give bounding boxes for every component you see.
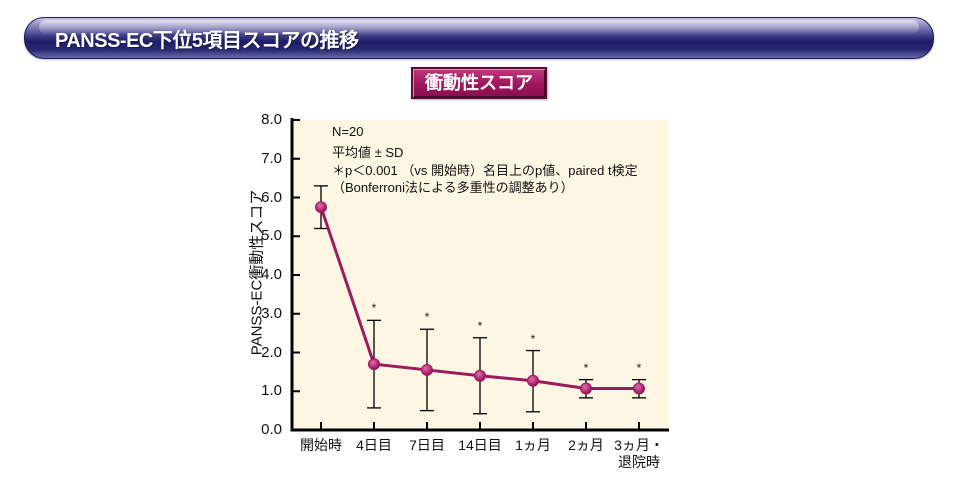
- y-tick-label: 3.0: [261, 304, 282, 322]
- annotation-mean-sd: 平均値 ± SD: [332, 145, 404, 160]
- y-axis-label: PANSS-EC衝動性スコア: [248, 189, 266, 356]
- title-bar-gloss: [39, 20, 919, 34]
- x-tick-label: 2ヵ月: [568, 437, 604, 453]
- x-tick-label: 3ヵ月・ 退院時: [614, 437, 664, 470]
- title-bar: PANSS-EC下位5項目スコアの推移: [24, 17, 934, 59]
- y-tick-label: 0.0: [261, 421, 282, 438]
- x-tick-label: 4日目: [356, 437, 392, 453]
- data-point-marker: [368, 358, 380, 371]
- data-point-marker: [633, 382, 645, 395]
- data-point-marker: [527, 374, 539, 387]
- significance-star: *: [530, 331, 536, 346]
- chart-subtitle-badge: 衝動性スコア: [411, 67, 547, 99]
- significance-star: *: [371, 301, 377, 316]
- significance-star: *: [636, 360, 642, 375]
- data-point-marker: [580, 382, 592, 395]
- data-point-marker: [474, 369, 486, 382]
- y-tick-label: 6.0: [261, 188, 282, 206]
- data-point-marker: [421, 363, 433, 376]
- page-title: PANSS-EC下位5項目スコアの推移: [55, 30, 359, 52]
- x-tick-label: 7日目: [409, 437, 445, 453]
- y-tick-label: 2.0: [261, 343, 282, 361]
- x-tick-label: 1ヵ月: [515, 437, 551, 453]
- annotation-bonferroni: （Bonferroni法による多重性の調整あり）: [332, 180, 574, 195]
- y-tick-label: 5.0: [261, 227, 282, 245]
- x-tick-label: 開始時: [300, 437, 342, 453]
- significance-star: *: [424, 310, 430, 325]
- data-point-marker: [315, 201, 327, 214]
- significance-star: *: [583, 360, 589, 375]
- significance-star: *: [477, 318, 483, 333]
- annotation-pvalue: ＊p＜0.001 （vs 開始時）名目上のp値、paired t検定: [332, 163, 638, 178]
- y-tick-label: 1.0: [261, 382, 282, 400]
- annotation-n: N=20: [332, 124, 364, 139]
- y-tick-label: 8.0: [261, 111, 282, 128]
- x-tick-label: 14日目: [458, 437, 502, 453]
- y-tick-label: 7.0: [261, 149, 282, 167]
- y-tick-label: 4.0: [261, 266, 282, 283]
